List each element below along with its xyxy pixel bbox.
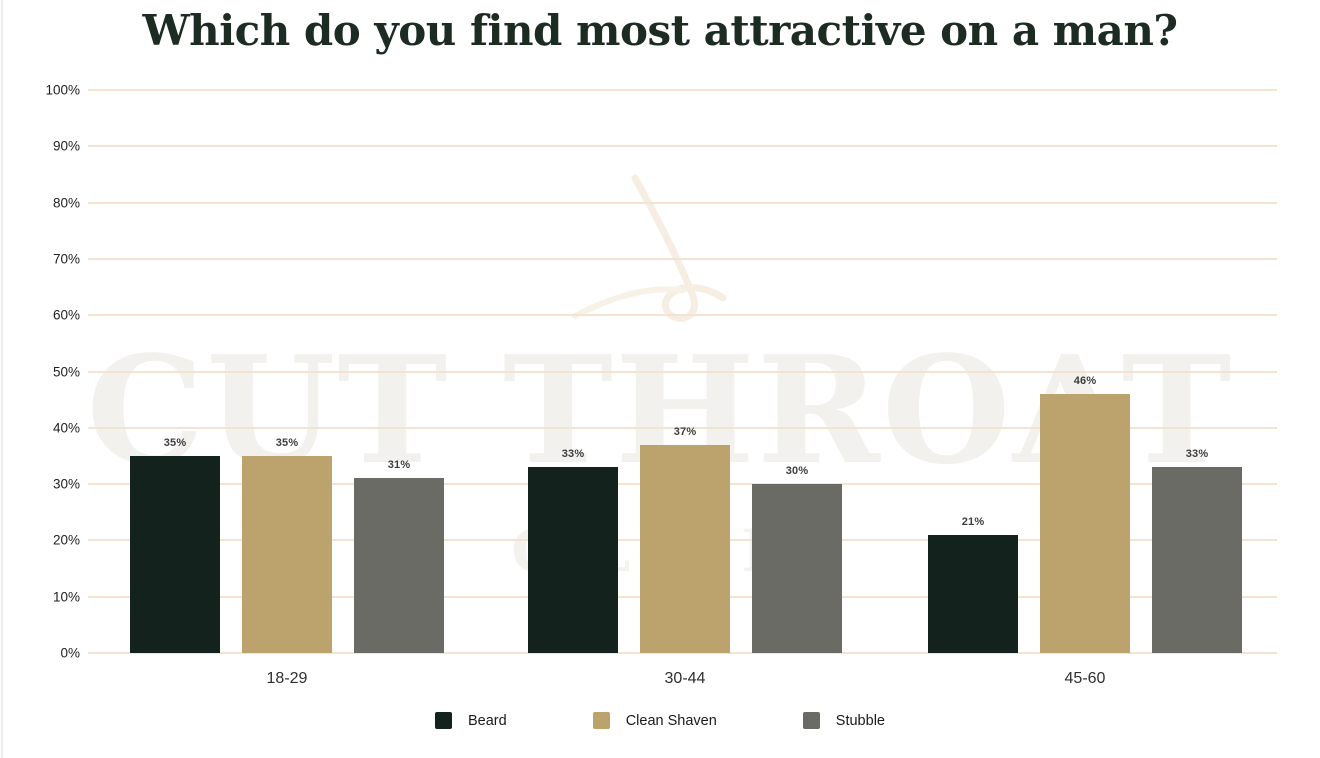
y-axis-tick-label: 10% xyxy=(52,589,80,605)
legend-label: Clean Shaven xyxy=(625,712,717,729)
bar-group-30-44: 33% 37% 30% xyxy=(528,90,842,653)
gridline-80% xyxy=(88,201,1277,204)
bar-value-label: 33% xyxy=(561,448,585,461)
legend-label: Beard xyxy=(468,712,507,729)
bar-value-label: 33% xyxy=(1185,448,1209,461)
y-axis-tick-label: 50% xyxy=(52,364,80,379)
bar-stubble-18-29 xyxy=(354,478,444,653)
bar-beard-18-29 xyxy=(130,455,220,653)
gridline-90% xyxy=(88,145,1277,148)
bar-value-label: 31% xyxy=(387,459,411,472)
gridline-50% xyxy=(88,370,1277,373)
y-axis-tick-label: 0% xyxy=(60,645,80,661)
gridline-70% xyxy=(88,257,1277,260)
bar-wrap: 33% xyxy=(528,448,618,653)
bar-value-label: 35% xyxy=(275,436,299,449)
bar-value-label: 46% xyxy=(1073,375,1097,388)
bar-group-18-29: 35% 35% 31% xyxy=(130,90,444,653)
left-edge-artifact xyxy=(1,0,3,758)
legend-item-beard: Beard xyxy=(435,712,507,729)
bar-wrap: 46% xyxy=(1040,375,1130,653)
legend-item-clean-shaven: Clean Shaven xyxy=(592,712,717,729)
gridline-100% xyxy=(88,89,1277,91)
y-axis-tick-label: 30% xyxy=(52,476,80,492)
legend-label: Stubble xyxy=(835,712,885,729)
bar-wrap: 35% xyxy=(242,437,332,653)
y-axis-tick-label: 40% xyxy=(52,420,80,436)
bar-wrap: 21% xyxy=(928,516,1018,653)
bar-beard-45-60 xyxy=(928,534,1018,653)
legend-item-stubble: Stubble xyxy=(802,712,885,729)
bar-value-label: 37% xyxy=(673,425,697,438)
bar-stubble-30-44 xyxy=(752,484,842,653)
gridline-60% xyxy=(88,314,1277,317)
y-axis-tick-label: 20% xyxy=(52,532,80,548)
bar-group-45-60: 21% 46% 33% xyxy=(928,90,1242,653)
chart-legend: Beard Clean Shaven Stubble xyxy=(0,712,1320,729)
bar-stubble-45-60 xyxy=(1152,467,1242,653)
y-axis-tick-label: 80% xyxy=(52,195,80,211)
legend-swatch-icon xyxy=(592,712,610,729)
legend-swatch-icon xyxy=(435,712,452,729)
bar-wrap: 31% xyxy=(354,459,444,653)
bar-value-label: 21% xyxy=(961,515,985,528)
bar-value-label: 35% xyxy=(163,436,187,449)
bar-wrap: 30% xyxy=(752,465,842,653)
x-axis-category-label-30-44: 30-44 xyxy=(664,670,706,687)
bar-clean-shaven-30-44 xyxy=(640,444,730,653)
bar-wrap: 35% xyxy=(130,437,220,653)
bar-wrap: 33% xyxy=(1152,448,1242,653)
gridline-40% xyxy=(88,426,1277,429)
bar-wrap: 37% xyxy=(640,426,730,653)
x-axis-category-label-45-60: 45-60 xyxy=(1064,670,1106,687)
legend-swatch-icon xyxy=(802,712,820,729)
bar-value-label: 30% xyxy=(785,465,809,478)
x-axis-category-label-18-29: 18-29 xyxy=(266,670,308,687)
scissors-watermark-icon xyxy=(572,174,727,322)
chart-title: Which do you find most attractive on a m… xyxy=(142,6,1178,55)
y-axis-tick-label: 90% xyxy=(52,138,80,154)
bar-beard-30-44 xyxy=(528,467,618,653)
bar-clean-shaven-18-29 xyxy=(242,455,332,653)
bar-clean-shaven-45-60 xyxy=(1040,394,1130,653)
gridline-0% xyxy=(88,652,1277,654)
y-axis-tick-label: 60% xyxy=(52,307,80,323)
y-axis-tick-label: 70% xyxy=(52,251,80,267)
y-axis-tick-label: 100% xyxy=(45,82,80,98)
